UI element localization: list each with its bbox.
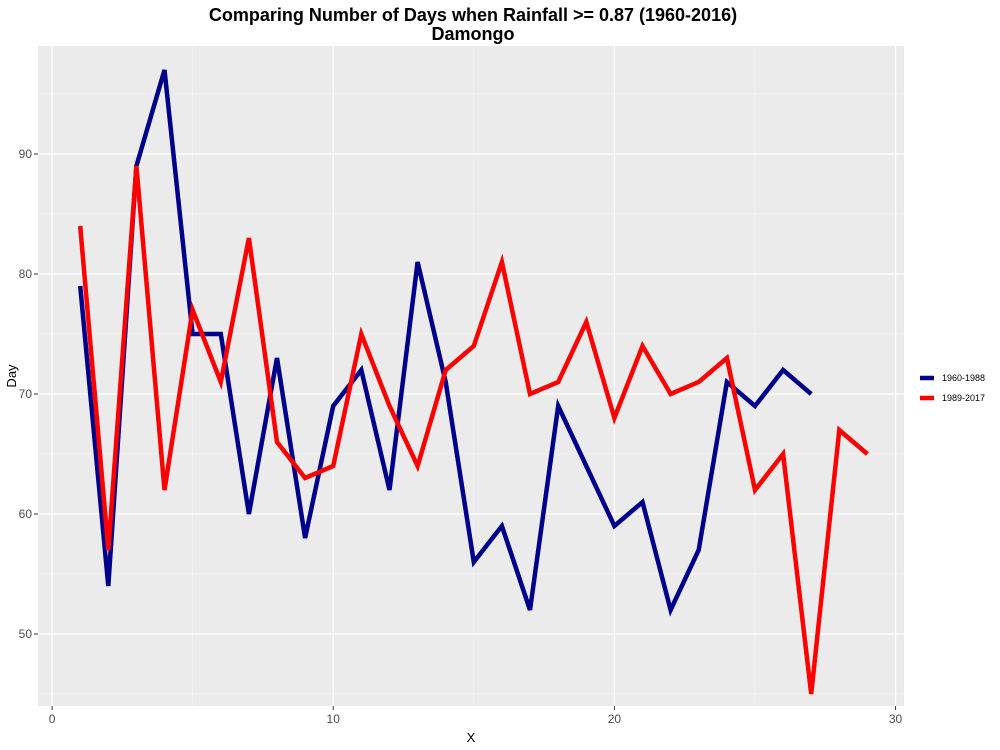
y-tick-label: 60 [19, 507, 33, 521]
legend-label-1: 1960-1988 [942, 373, 985, 383]
y-axis-label: Day [4, 364, 19, 388]
x-axis-ticks: 0 10 20 30 [49, 706, 903, 726]
x-tick-label: 10 [327, 712, 341, 726]
x-axis-label: X [467, 730, 476, 745]
y-axis-ticks: 50 60 70 80 90 [19, 147, 38, 641]
y-tick-label: 80 [19, 267, 33, 281]
series-line-2 [77, 165, 869, 695]
y-tick-label: 90 [19, 147, 33, 161]
series-lines [77, 69, 869, 695]
x-tick-label: 20 [608, 712, 622, 726]
y-tick-label: 70 [19, 387, 33, 401]
chart-title: Comparing Number of Days when Rainfall >… [209, 5, 737, 25]
legend: 1960-1988 1989-2017 [920, 373, 985, 403]
x-tick-label: 30 [889, 712, 903, 726]
legend-label-2: 1989-2017 [942, 393, 985, 403]
plot-panel [38, 46, 904, 706]
chart-subtitle: Damongo [432, 24, 515, 44]
grid-lines [38, 46, 904, 706]
x-tick-label: 0 [49, 712, 56, 726]
y-tick-label: 50 [19, 627, 33, 641]
